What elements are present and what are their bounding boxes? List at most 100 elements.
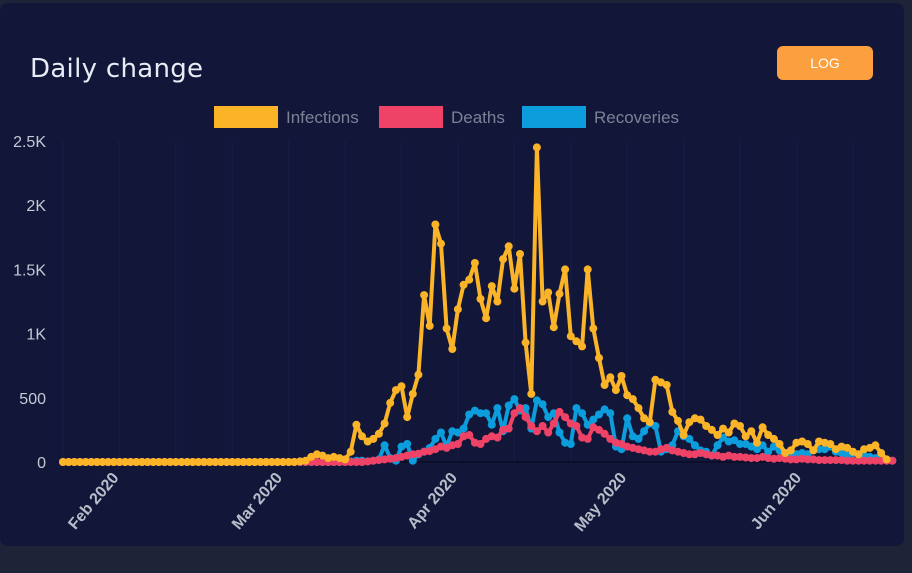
data-point[interactable] xyxy=(685,434,694,443)
data-point[interactable] xyxy=(826,440,835,448)
data-point[interactable] xyxy=(753,445,761,454)
data-point[interactable] xyxy=(713,441,722,450)
data-point[interactable] xyxy=(521,413,530,422)
data-point[interactable] xyxy=(166,458,175,466)
data-point[interactable] xyxy=(628,395,637,404)
data-point[interactable] xyxy=(262,458,271,466)
data-point[interactable] xyxy=(815,456,823,465)
data-point[interactable] xyxy=(719,424,728,433)
data-point[interactable] xyxy=(414,370,423,379)
data-point[interactable] xyxy=(527,389,536,398)
data-point[interactable] xyxy=(301,456,310,465)
data-point[interactable] xyxy=(741,432,750,441)
data-point[interactable] xyxy=(685,418,694,427)
data-point[interactable] xyxy=(595,425,603,434)
data-point[interactable] xyxy=(527,422,536,430)
data-point[interactable] xyxy=(623,414,632,423)
data-point[interactable] xyxy=(437,428,445,437)
data-point[interactable] xyxy=(589,415,598,424)
data-point[interactable] xyxy=(753,438,761,447)
data-point[interactable] xyxy=(549,419,558,428)
data-point[interactable] xyxy=(420,291,429,300)
data-point[interactable] xyxy=(160,458,169,466)
data-point[interactable] xyxy=(532,143,541,152)
data-point[interactable] xyxy=(352,420,361,429)
data-point[interactable] xyxy=(538,422,547,430)
data-point[interactable] xyxy=(459,280,468,289)
data-point[interactable] xyxy=(403,440,412,448)
data-point[interactable] xyxy=(600,381,609,389)
data-point[interactable] xyxy=(81,458,90,466)
data-point[interactable] xyxy=(826,456,835,465)
data-point[interactable] xyxy=(865,456,874,465)
data-point[interactable] xyxy=(75,458,84,466)
data-point[interactable] xyxy=(871,456,880,465)
data-point[interactable] xyxy=(786,446,795,455)
data-point[interactable] xyxy=(341,455,350,464)
data-point[interactable] xyxy=(104,458,113,466)
data-point[interactable] xyxy=(465,410,474,419)
data-point[interactable] xyxy=(764,447,773,456)
data-point[interactable] xyxy=(476,294,485,303)
data-point[interactable] xyxy=(92,458,101,466)
legend-item-infections[interactable]: Infections xyxy=(214,106,359,128)
data-point[interactable] xyxy=(544,413,553,422)
data-point[interactable] xyxy=(662,381,671,389)
data-point[interactable] xyxy=(493,297,502,306)
data-point[interactable] xyxy=(555,407,564,416)
data-point[interactable] xyxy=(640,414,649,423)
data-point[interactable] xyxy=(487,420,496,429)
data-point[interactable] xyxy=(217,458,225,466)
legend-item-deaths[interactable]: Deaths xyxy=(379,106,505,128)
data-point[interactable] xyxy=(109,458,118,466)
data-point[interactable] xyxy=(504,242,513,251)
data-point[interactable] xyxy=(803,440,812,448)
data-point[interactable] xyxy=(504,401,513,410)
data-point[interactable] xyxy=(386,398,395,407)
data-point[interactable] xyxy=(730,436,739,445)
data-point[interactable] xyxy=(453,440,462,448)
data-point[interactable] xyxy=(696,415,705,424)
data-point[interactable] xyxy=(115,458,124,466)
data-point[interactable] xyxy=(504,424,513,433)
data-point[interactable] xyxy=(674,416,682,425)
data-point[interactable] xyxy=(493,404,502,413)
data-point[interactable] xyxy=(583,434,592,443)
data-point[interactable] xyxy=(239,458,248,466)
data-point[interactable] xyxy=(279,458,287,466)
data-point[interactable] xyxy=(470,259,479,267)
data-point[interactable] xyxy=(431,220,440,229)
data-point[interactable] xyxy=(871,441,880,450)
data-point[interactable] xyxy=(228,458,237,466)
data-point[interactable] xyxy=(634,434,643,443)
data-point[interactable] xyxy=(408,456,417,465)
data-point[interactable] xyxy=(516,250,524,258)
data-point[interactable] xyxy=(651,422,660,430)
data-point[interactable] xyxy=(736,440,744,448)
data-point[interactable] xyxy=(177,458,186,466)
data-point[interactable] xyxy=(397,382,406,391)
data-point[interactable] xyxy=(87,458,96,466)
data-point[interactable] xyxy=(256,458,265,466)
data-point[interactable] xyxy=(273,458,282,466)
data-point[interactable] xyxy=(98,458,107,466)
data-point[interactable] xyxy=(764,431,773,439)
data-point[interactable] xyxy=(555,428,564,437)
data-point[interactable] xyxy=(476,409,485,418)
data-point[interactable] xyxy=(600,405,609,414)
data-point[interactable] xyxy=(611,386,620,395)
data-point[interactable] xyxy=(685,450,694,459)
data-point[interactable] xyxy=(138,458,146,466)
data-point[interactable] xyxy=(549,323,558,332)
data-point[interactable] xyxy=(425,321,434,330)
data-point[interactable] xyxy=(453,428,462,437)
data-point[interactable] xyxy=(143,458,152,466)
data-point[interactable] xyxy=(476,440,485,448)
data-point[interactable] xyxy=(843,456,852,465)
data-point[interactable] xyxy=(465,275,474,284)
data-point[interactable] xyxy=(572,422,581,430)
data-point[interactable] xyxy=(510,409,519,418)
data-point[interactable] xyxy=(516,404,524,413)
data-point[interactable] xyxy=(617,372,626,380)
data-point[interactable] xyxy=(747,454,756,463)
